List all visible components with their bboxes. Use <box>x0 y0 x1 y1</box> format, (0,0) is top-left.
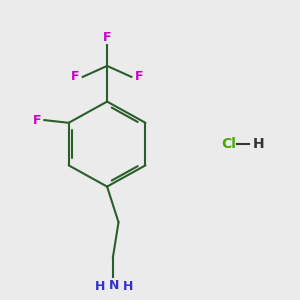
Text: F: F <box>103 31 111 44</box>
Text: H: H <box>123 280 134 293</box>
Text: F: F <box>32 114 41 127</box>
Text: Cl: Cl <box>221 137 236 151</box>
Text: N: N <box>109 279 119 292</box>
Text: F: F <box>135 70 143 83</box>
Text: F: F <box>71 70 79 83</box>
Text: H: H <box>95 280 105 293</box>
Text: H: H <box>253 137 265 151</box>
